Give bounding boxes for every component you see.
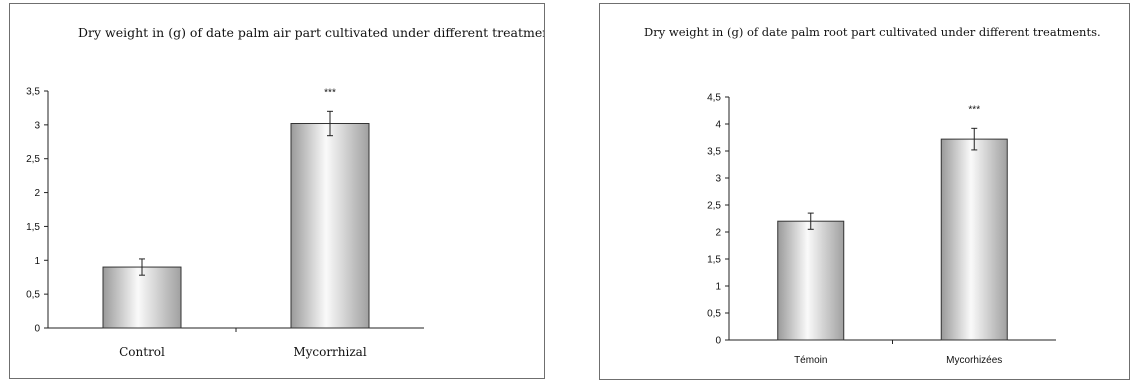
y-tick-label: 1 [715,282,721,293]
y-tick-label: 2,5 [707,201,721,212]
air-part-chart: Dry weight in (g) of date palm air part … [26,25,544,359]
significance-label: *** [968,104,980,115]
root-part-chart: Dry weight in (g) of date palm root part… [644,25,1101,366]
y-tick-label: 3,5 [26,87,40,98]
category-label: Mycorhizées [946,355,1002,366]
y-tick-label: 1,5 [707,255,721,266]
y-tick-label: 1,5 [26,222,40,233]
bar [102,266,182,329]
y-tick-label: 2 [34,188,40,199]
y-tick-label: 3 [34,120,40,131]
category-label: Mycorrhizal [293,345,367,359]
y-tick-label: 2 [715,228,721,239]
y-tick-label: 1 [34,256,40,267]
category-label: Témoin [794,355,827,366]
bar [777,220,845,341]
y-tick-label: 4,5 [707,93,721,104]
bar [290,123,370,329]
chart-title: Dry weight in (g) of date palm air part … [78,25,544,40]
y-tick-label: 0 [715,336,721,347]
chart-panel-root-part: Dry weight in (g) of date palm root part… [599,3,1130,380]
y-tick-label: 3,5 [707,147,721,158]
chart-title: Dry weight in (g) of date palm root part… [644,25,1101,39]
significance-label: *** [324,87,336,98]
chart-panel-air-part: Dry weight in (g) of date palm air part … [9,3,545,379]
y-tick-label: 3 [715,174,721,185]
y-tick-label: 0,5 [26,290,40,301]
y-tick-label: 0 [34,324,40,335]
y-tick-label: 4 [715,120,721,131]
bar [940,138,1008,341]
y-tick-label: 0,5 [707,309,721,320]
y-tick-label: 2,5 [26,154,40,165]
category-label: Control [119,345,165,359]
